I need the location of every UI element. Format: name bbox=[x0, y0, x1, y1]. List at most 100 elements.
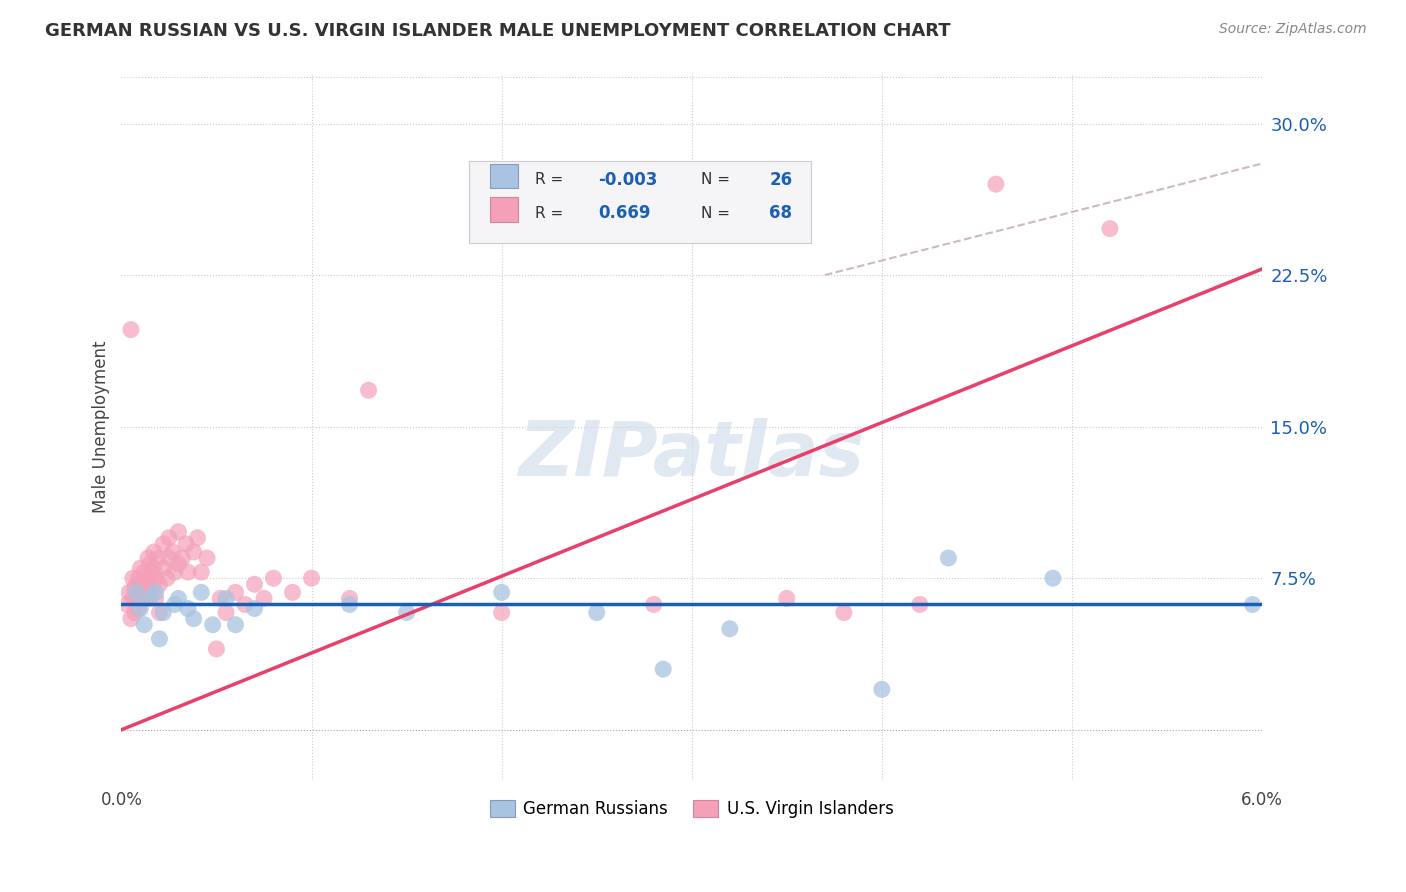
Point bbox=[1042, 571, 1064, 585]
Point bbox=[167, 591, 190, 606]
Point bbox=[215, 591, 238, 606]
Point bbox=[205, 642, 228, 657]
Point bbox=[167, 524, 190, 539]
Point bbox=[186, 531, 208, 545]
Text: ZIPatlas: ZIPatlas bbox=[519, 418, 865, 491]
Text: 68: 68 bbox=[769, 204, 793, 222]
Point bbox=[776, 591, 799, 606]
Text: GERMAN RUSSIAN VS U.S. VIRGIN ISLANDER MALE UNEMPLOYMENT CORRELATION CHART: GERMAN RUSSIAN VS U.S. VIRGIN ISLANDER M… bbox=[45, 22, 950, 40]
Point bbox=[190, 565, 212, 579]
Point bbox=[177, 601, 200, 615]
Point bbox=[201, 617, 224, 632]
Point bbox=[152, 606, 174, 620]
Point bbox=[128, 571, 150, 585]
Point bbox=[652, 662, 675, 676]
Point bbox=[125, 591, 148, 606]
Point bbox=[124, 606, 146, 620]
Point bbox=[263, 571, 285, 585]
Point bbox=[120, 612, 142, 626]
Text: Source: ZipAtlas.com: Source: ZipAtlas.com bbox=[1219, 22, 1367, 37]
Point bbox=[163, 598, 186, 612]
FancyBboxPatch shape bbox=[470, 161, 811, 243]
Point bbox=[938, 551, 960, 566]
Point bbox=[152, 561, 174, 575]
Point bbox=[1098, 221, 1121, 235]
Point bbox=[146, 551, 169, 566]
Point bbox=[139, 585, 162, 599]
Point bbox=[152, 537, 174, 551]
Point bbox=[142, 561, 165, 575]
Point bbox=[136, 571, 159, 585]
Point bbox=[253, 591, 276, 606]
Point bbox=[908, 598, 931, 612]
Point bbox=[134, 565, 156, 579]
Point bbox=[134, 585, 156, 599]
Point bbox=[118, 585, 141, 599]
Point bbox=[177, 565, 200, 579]
Point bbox=[157, 531, 180, 545]
Point bbox=[163, 565, 186, 579]
Point bbox=[157, 551, 180, 566]
Point bbox=[491, 606, 513, 620]
Point bbox=[134, 617, 156, 632]
Point bbox=[357, 384, 380, 398]
Bar bbox=[489, 197, 519, 221]
Point bbox=[120, 323, 142, 337]
Point bbox=[145, 571, 167, 585]
Point bbox=[339, 598, 361, 612]
Point bbox=[124, 582, 146, 596]
Point bbox=[162, 545, 184, 559]
Point bbox=[209, 591, 232, 606]
Point bbox=[167, 557, 190, 571]
Text: N =: N = bbox=[700, 205, 735, 220]
Point bbox=[984, 177, 1007, 191]
Point bbox=[233, 598, 256, 612]
Y-axis label: Male Unemployment: Male Unemployment bbox=[93, 341, 110, 513]
Point bbox=[718, 622, 741, 636]
Point bbox=[142, 545, 165, 559]
Point bbox=[183, 545, 205, 559]
Point bbox=[643, 598, 665, 612]
Point bbox=[125, 577, 148, 591]
Point bbox=[172, 551, 194, 566]
Text: 0.669: 0.669 bbox=[598, 204, 651, 222]
Point bbox=[141, 577, 163, 591]
Point bbox=[148, 606, 170, 620]
Point bbox=[131, 577, 153, 591]
Point bbox=[156, 571, 179, 585]
Point bbox=[129, 585, 152, 599]
Point bbox=[183, 612, 205, 626]
Point bbox=[832, 606, 855, 620]
Point bbox=[145, 591, 167, 606]
Point bbox=[131, 591, 153, 606]
Point bbox=[121, 571, 143, 585]
Point bbox=[585, 606, 607, 620]
Point bbox=[243, 601, 266, 615]
Point bbox=[491, 585, 513, 599]
Point bbox=[121, 591, 143, 606]
Point bbox=[139, 591, 162, 606]
Point bbox=[224, 617, 246, 632]
Point bbox=[870, 682, 893, 697]
Text: N =: N = bbox=[700, 172, 735, 187]
Point bbox=[281, 585, 304, 599]
Point bbox=[129, 601, 152, 615]
Text: -0.003: -0.003 bbox=[598, 170, 658, 189]
Point bbox=[145, 585, 167, 599]
Point bbox=[243, 577, 266, 591]
Point bbox=[135, 591, 157, 606]
Text: R =: R = bbox=[536, 205, 574, 220]
Point bbox=[148, 577, 170, 591]
Point bbox=[215, 606, 238, 620]
Point bbox=[395, 606, 418, 620]
Point bbox=[195, 551, 218, 566]
Point bbox=[136, 551, 159, 566]
Point bbox=[139, 557, 162, 571]
Point bbox=[339, 591, 361, 606]
Point bbox=[135, 577, 157, 591]
Point bbox=[190, 585, 212, 599]
Point bbox=[128, 601, 150, 615]
Point bbox=[141, 565, 163, 579]
Text: R =: R = bbox=[536, 172, 568, 187]
Point bbox=[301, 571, 323, 585]
